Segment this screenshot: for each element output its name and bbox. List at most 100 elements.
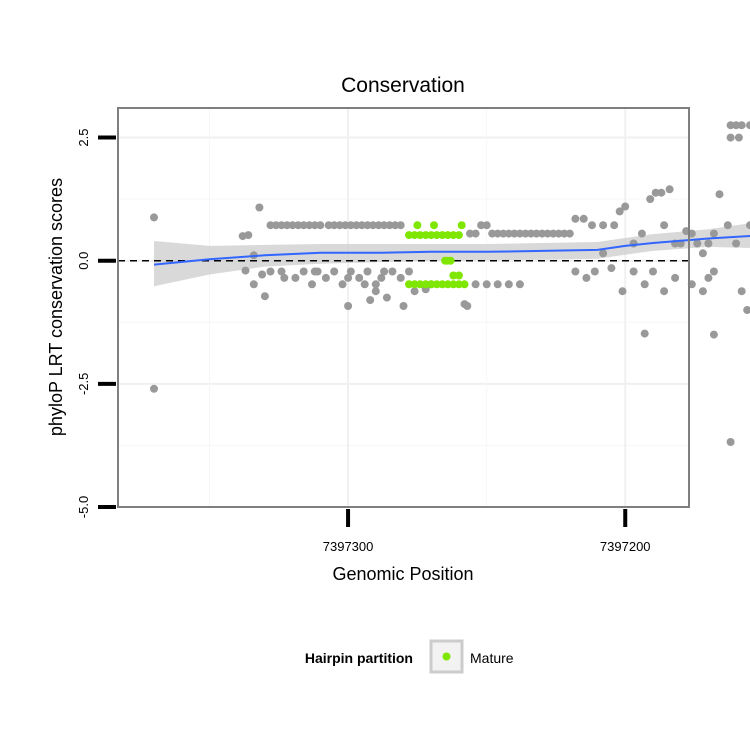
y-axis-title: phyloP LRT conservation scores [46, 178, 66, 436]
data-point [324, 221, 333, 230]
data-point [272, 221, 280, 230]
data-point [396, 273, 405, 282]
data-point [723, 221, 732, 230]
data-point [704, 239, 713, 248]
data-point [488, 229, 497, 238]
data-point [660, 287, 669, 296]
data-point [726, 121, 735, 130]
data-point [651, 188, 660, 197]
data-point [471, 229, 480, 238]
data-point [288, 221, 297, 230]
data-point [477, 221, 486, 230]
data-point [396, 221, 405, 230]
y-tick-label: -2.5 [76, 373, 91, 395]
data-point [510, 229, 519, 238]
data-point [363, 221, 372, 230]
smooth-trend-line [153, 234, 750, 266]
data-point [382, 293, 391, 302]
mature-point [449, 271, 458, 280]
data-point [704, 273, 713, 282]
mature-point [454, 231, 463, 240]
data-point [363, 267, 372, 276]
data-point [482, 280, 491, 289]
mature-point [454, 280, 463, 289]
data-point [277, 267, 286, 276]
data-point [671, 273, 680, 282]
mature-point [421, 231, 430, 240]
data-point [371, 287, 380, 296]
data-point [504, 229, 513, 238]
data-point [360, 280, 369, 289]
data-point [504, 280, 513, 289]
mature-point [410, 280, 419, 289]
legend-key-box [429, 639, 464, 674]
data-point [405, 267, 413, 276]
data-point [380, 221, 389, 230]
data-point [607, 264, 616, 273]
mature-point [460, 280, 469, 289]
mature-point [405, 231, 413, 240]
mature-point [454, 271, 463, 280]
data-point [554, 229, 563, 238]
x-axis-title: Genomic Position [332, 564, 473, 584]
data-point [571, 214, 580, 223]
y-tick-label: 2.5 [76, 129, 91, 147]
data-point [305, 221, 314, 230]
data-point [355, 273, 364, 282]
data-point [698, 287, 707, 296]
data-point [657, 188, 666, 197]
panel-border-rect [117, 107, 690, 508]
data-point [737, 287, 746, 296]
x-tick-label: 7397200 [600, 539, 651, 554]
data-point [377, 273, 386, 282]
mature-point [416, 231, 425, 240]
data-point [391, 221, 400, 230]
data-point [346, 221, 355, 230]
data-point [366, 296, 375, 305]
plot-border [117, 107, 690, 508]
data-point [482, 221, 491, 230]
data-point [726, 438, 735, 446]
data-point [746, 121, 750, 130]
data-point [615, 207, 624, 216]
data-point [709, 330, 718, 339]
data-point [344, 302, 353, 310]
mature-point [410, 231, 419, 240]
data-point [565, 229, 574, 238]
smooth-line-path [153, 234, 750, 266]
data-point [385, 221, 394, 230]
data-point [266, 221, 275, 230]
mature-point [449, 280, 458, 289]
data-point [732, 239, 741, 248]
data-point [693, 239, 702, 248]
data-point [637, 229, 646, 238]
legend-mature-swatch [442, 652, 451, 661]
data-point [150, 384, 158, 393]
data-point [150, 213, 158, 222]
data-point [493, 280, 502, 289]
mature-point [432, 280, 441, 289]
mature-points [405, 221, 469, 289]
data-point [374, 221, 383, 230]
data-point [629, 267, 638, 276]
data-point [734, 133, 743, 142]
mature-point [405, 280, 413, 289]
data-point [521, 229, 530, 238]
data-point [610, 221, 619, 230]
mature-point [432, 231, 441, 240]
data-point [715, 190, 724, 199]
mature-point [427, 280, 436, 289]
data-point [527, 229, 535, 238]
data-point [283, 221, 292, 230]
data-point [538, 229, 547, 238]
data-point [410, 287, 419, 296]
data-point [463, 302, 472, 310]
data-point [709, 229, 718, 238]
legend-title: Hairpin partition [305, 650, 413, 666]
data-point [698, 249, 707, 258]
data-point [493, 229, 502, 238]
mature-point [443, 280, 452, 289]
data-point [255, 203, 264, 212]
data-point [732, 121, 741, 130]
